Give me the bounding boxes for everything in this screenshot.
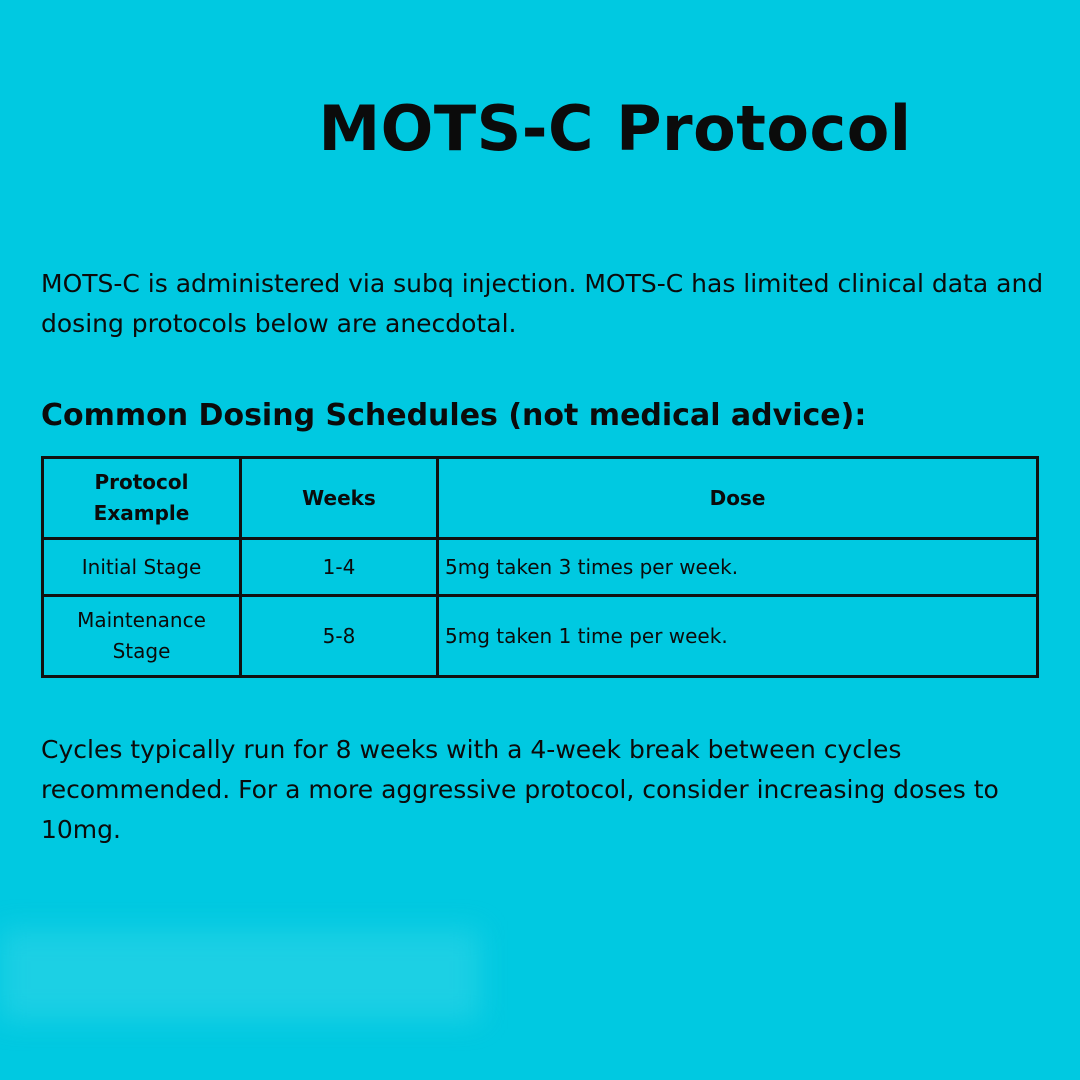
cell-dose: 5mg taken 3 times per week.: [436, 537, 1039, 597]
background-blur: [0, 930, 480, 1020]
cell-dose: 5mg taken 1 time per week.: [436, 594, 1039, 678]
cell-protocol: Maintenance Stage: [41, 594, 242, 678]
header-dose: Dose: [436, 456, 1039, 540]
cell-weeks: 5-8: [239, 594, 439, 678]
header-protocol-example: Protocol Example: [41, 456, 242, 540]
page-title: MOTS-C Protocol: [318, 92, 912, 165]
dosing-table: Protocol Example Weeks Dose Initial Stag…: [41, 456, 1039, 678]
table-row: Maintenance Stage 5-8 5mg taken 1 time p…: [41, 594, 1039, 678]
section-heading: Common Dosing Schedules (not medical adv…: [41, 398, 867, 433]
cell-weeks: 1-4: [239, 537, 439, 597]
cell-protocol: Initial Stage: [41, 537, 242, 597]
header-weeks: Weeks: [239, 456, 439, 540]
table-row: Initial Stage 1-4 5mg taken 3 times per …: [41, 537, 1039, 597]
table-header-row: Protocol Example Weeks Dose: [41, 456, 1039, 540]
intro-paragraph: MOTS-C is administered via subq injectio…: [41, 269, 1044, 338]
outro-paragraph: Cycles typically run for 8 weeks with a …: [41, 735, 999, 844]
